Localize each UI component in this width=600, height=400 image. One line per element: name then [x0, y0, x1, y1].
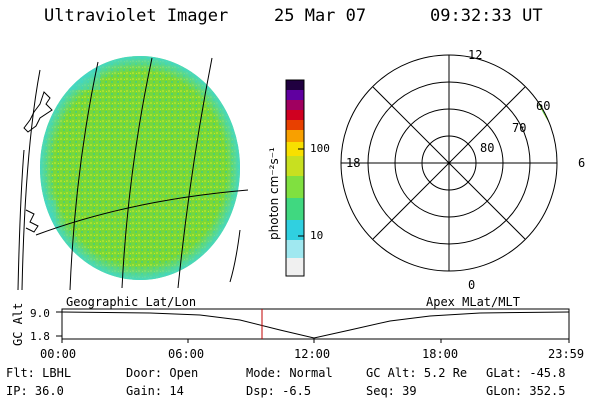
colorbar-tick-100: 100 — [310, 142, 330, 155]
status-dsp-label: Dsp: — [246, 384, 275, 398]
status-gain-label: Gain: — [126, 384, 163, 398]
status-seq-label: Seq: — [366, 384, 395, 398]
polar-lat-70: 70 — [512, 121, 526, 135]
geo-grid-lines — [17, 57, 249, 291]
status-filter: Flt: LBHL — [6, 366, 71, 380]
polar-mlt-18: 18 — [346, 156, 360, 170]
polar-lat-80: 80 — [480, 141, 494, 155]
status-filter-value: LBHL — [42, 366, 72, 380]
altitude-plot — [56, 308, 570, 343]
time-label: 09:32:33 UT — [430, 6, 543, 26]
colorbar — [285, 79, 305, 277]
date-label: 25 Mar 07 — [274, 6, 367, 26]
altitude-curve — [61, 311, 570, 339]
status-gc-alt-label: GC Alt: — [366, 366, 417, 380]
time-tick-1200: 12:00 — [294, 347, 330, 361]
status-glat-label: GLat: — [486, 366, 523, 380]
polar-mlt-0: 0 — [468, 278, 475, 292]
status-mode-value: Normal — [289, 366, 333, 380]
status-filter-label: Flt: — [6, 366, 35, 380]
status-glon-label: GLon: — [486, 384, 523, 398]
altitude-ylabel: GC Alt — [11, 303, 25, 346]
app-title: Ultraviolet Imager — [44, 6, 229, 26]
colorbar-tick-10: 10 — [310, 229, 323, 242]
colorbar-unit-label: photon cm⁻²s⁻¹ — [267, 147, 281, 240]
status-ip-value: 36.0 — [34, 384, 64, 398]
status-ip: IP: 36.0 — [6, 384, 64, 398]
polar-mlt-6: 6 — [578, 156, 585, 170]
status-seq-value: 39 — [402, 384, 417, 398]
status-glon: GLon: 352.5 — [486, 384, 565, 398]
status-gc-alt-value: 5.2 Re — [423, 366, 468, 380]
status-door-value: Open — [169, 366, 199, 380]
status-dsp: Dsp: -6.5 — [246, 384, 311, 398]
status-gain: Gain: 14 — [126, 384, 184, 398]
status-glat: GLat: -45.8 — [486, 366, 565, 380]
status-glon-value: 352.5 — [529, 384, 566, 398]
apex-panel-label: Apex MLat/MLT — [426, 295, 520, 309]
status-ip-label: IP: — [6, 384, 28, 398]
polar-mlt-12: 12 — [468, 48, 482, 62]
time-tick-1800: 18:00 — [422, 347, 458, 361]
status-door: Door: Open — [126, 366, 198, 380]
time-tick-2359: 23:59 — [548, 347, 584, 361]
status-mode-label: Mode: — [246, 366, 283, 380]
status-gc-alt: GC Alt: 5.2 Re — [366, 366, 467, 380]
altitude-ytick-high: 9.0 — [30, 307, 50, 320]
coastline — [23, 91, 53, 233]
status-door-label: Door: — [126, 366, 163, 380]
status-gain-value: 14 — [169, 384, 184, 398]
geo-panel-label: Geographic Lat/Lon — [66, 295, 196, 309]
altitude-ytick-low: 1.8 — [30, 330, 50, 343]
status-dsp-value: -6.5 — [282, 384, 312, 398]
status-seq: Seq: 39 — [366, 384, 417, 398]
polar-lat-60: 60 — [536, 99, 550, 113]
time-tick-0600: 06:00 — [168, 347, 204, 361]
status-mode: Mode: Normal — [246, 366, 333, 380]
polar-plot — [340, 54, 558, 272]
status-glat-value: -45.8 — [529, 366, 566, 380]
time-tick-0000: 00:00 — [40, 347, 76, 361]
uv-earth-image — [40, 56, 240, 280]
